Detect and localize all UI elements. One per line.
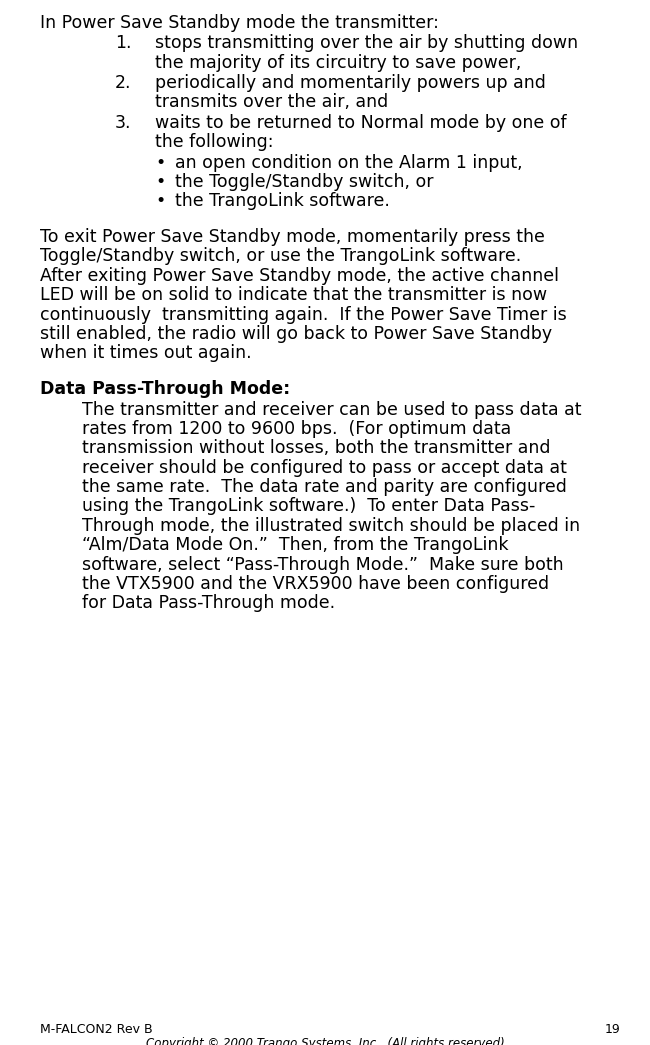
Text: •: • [155, 172, 165, 191]
Text: rates from 1200 to 9600 bps.  (For optimum data: rates from 1200 to 9600 bps. (For optimu… [82, 420, 512, 438]
Text: continuously  transmitting again.  If the Power Save Timer is: continuously transmitting again. If the … [40, 305, 567, 324]
Text: M-FALCON2 Rev B: M-FALCON2 Rev B [40, 1023, 153, 1036]
Text: still enabled, the radio will go back to Power Save Standby: still enabled, the radio will go back to… [40, 325, 552, 343]
Text: when it times out again.: when it times out again. [40, 345, 252, 363]
Text: Copyright © 2000 Trango Systems, Inc.  (All rights reserved): Copyright © 2000 Trango Systems, Inc. (A… [146, 1037, 504, 1045]
Text: “Alm/Data Mode On.”  Then, from the TrangoLink: “Alm/Data Mode On.” Then, from the Trang… [82, 536, 508, 554]
Text: •: • [155, 192, 165, 210]
Text: To exit Power Save Standby mode, momentarily press the: To exit Power Save Standby mode, momenta… [40, 228, 545, 246]
Text: 1.: 1. [115, 34, 131, 52]
Text: transmits over the air, and: transmits over the air, and [155, 93, 388, 112]
Text: periodically and momentarily powers up and: periodically and momentarily powers up a… [155, 74, 546, 92]
Text: LED will be on solid to indicate that the transmitter is now: LED will be on solid to indicate that th… [40, 286, 547, 304]
Text: the Toggle/Standby switch, or: the Toggle/Standby switch, or [175, 172, 434, 191]
Text: 3.: 3. [115, 114, 131, 132]
Text: the VTX5900 and the VRX5900 have been configured: the VTX5900 and the VRX5900 have been co… [82, 575, 549, 593]
Text: Through mode, the illustrated switch should be placed in: Through mode, the illustrated switch sho… [82, 517, 580, 535]
Text: the majority of its circuitry to save power,: the majority of its circuitry to save po… [155, 53, 521, 72]
Text: software, select “Pass-Through Mode.”  Make sure both: software, select “Pass-Through Mode.” Ma… [82, 556, 564, 574]
Text: the same rate.  The data rate and parity are configured: the same rate. The data rate and parity … [82, 478, 567, 496]
Text: the following:: the following: [155, 133, 274, 152]
Text: an open condition on the Alarm 1 input,: an open condition on the Alarm 1 input, [175, 154, 523, 171]
Text: transmission without losses, both the transmitter and: transmission without losses, both the tr… [82, 439, 551, 458]
Text: receiver should be configured to pass or accept data at: receiver should be configured to pass or… [82, 459, 567, 477]
Text: Toggle/Standby switch, or use the TrangoLink software.: Toggle/Standby switch, or use the Trango… [40, 248, 521, 265]
Text: •: • [155, 154, 165, 171]
Text: 19: 19 [604, 1023, 620, 1036]
Text: The transmitter and receiver can be used to pass data at: The transmitter and receiver can be used… [82, 400, 582, 419]
Text: In Power Save Standby mode the transmitter:: In Power Save Standby mode the transmitt… [40, 14, 439, 32]
Text: 2.: 2. [115, 74, 131, 92]
Text: Data Pass-Through Mode:: Data Pass-Through Mode: [40, 380, 291, 398]
Text: the TrangoLink software.: the TrangoLink software. [175, 192, 390, 210]
Text: stops transmitting over the air by shutting down: stops transmitting over the air by shutt… [155, 34, 578, 52]
Text: waits to be returned to Normal mode by one of: waits to be returned to Normal mode by o… [155, 114, 567, 132]
Text: for Data Pass-Through mode.: for Data Pass-Through mode. [82, 595, 335, 612]
Text: After exiting Power Save Standby mode, the active channel: After exiting Power Save Standby mode, t… [40, 266, 559, 285]
Text: using the TrangoLink software.)  To enter Data Pass-: using the TrangoLink software.) To enter… [82, 497, 536, 515]
